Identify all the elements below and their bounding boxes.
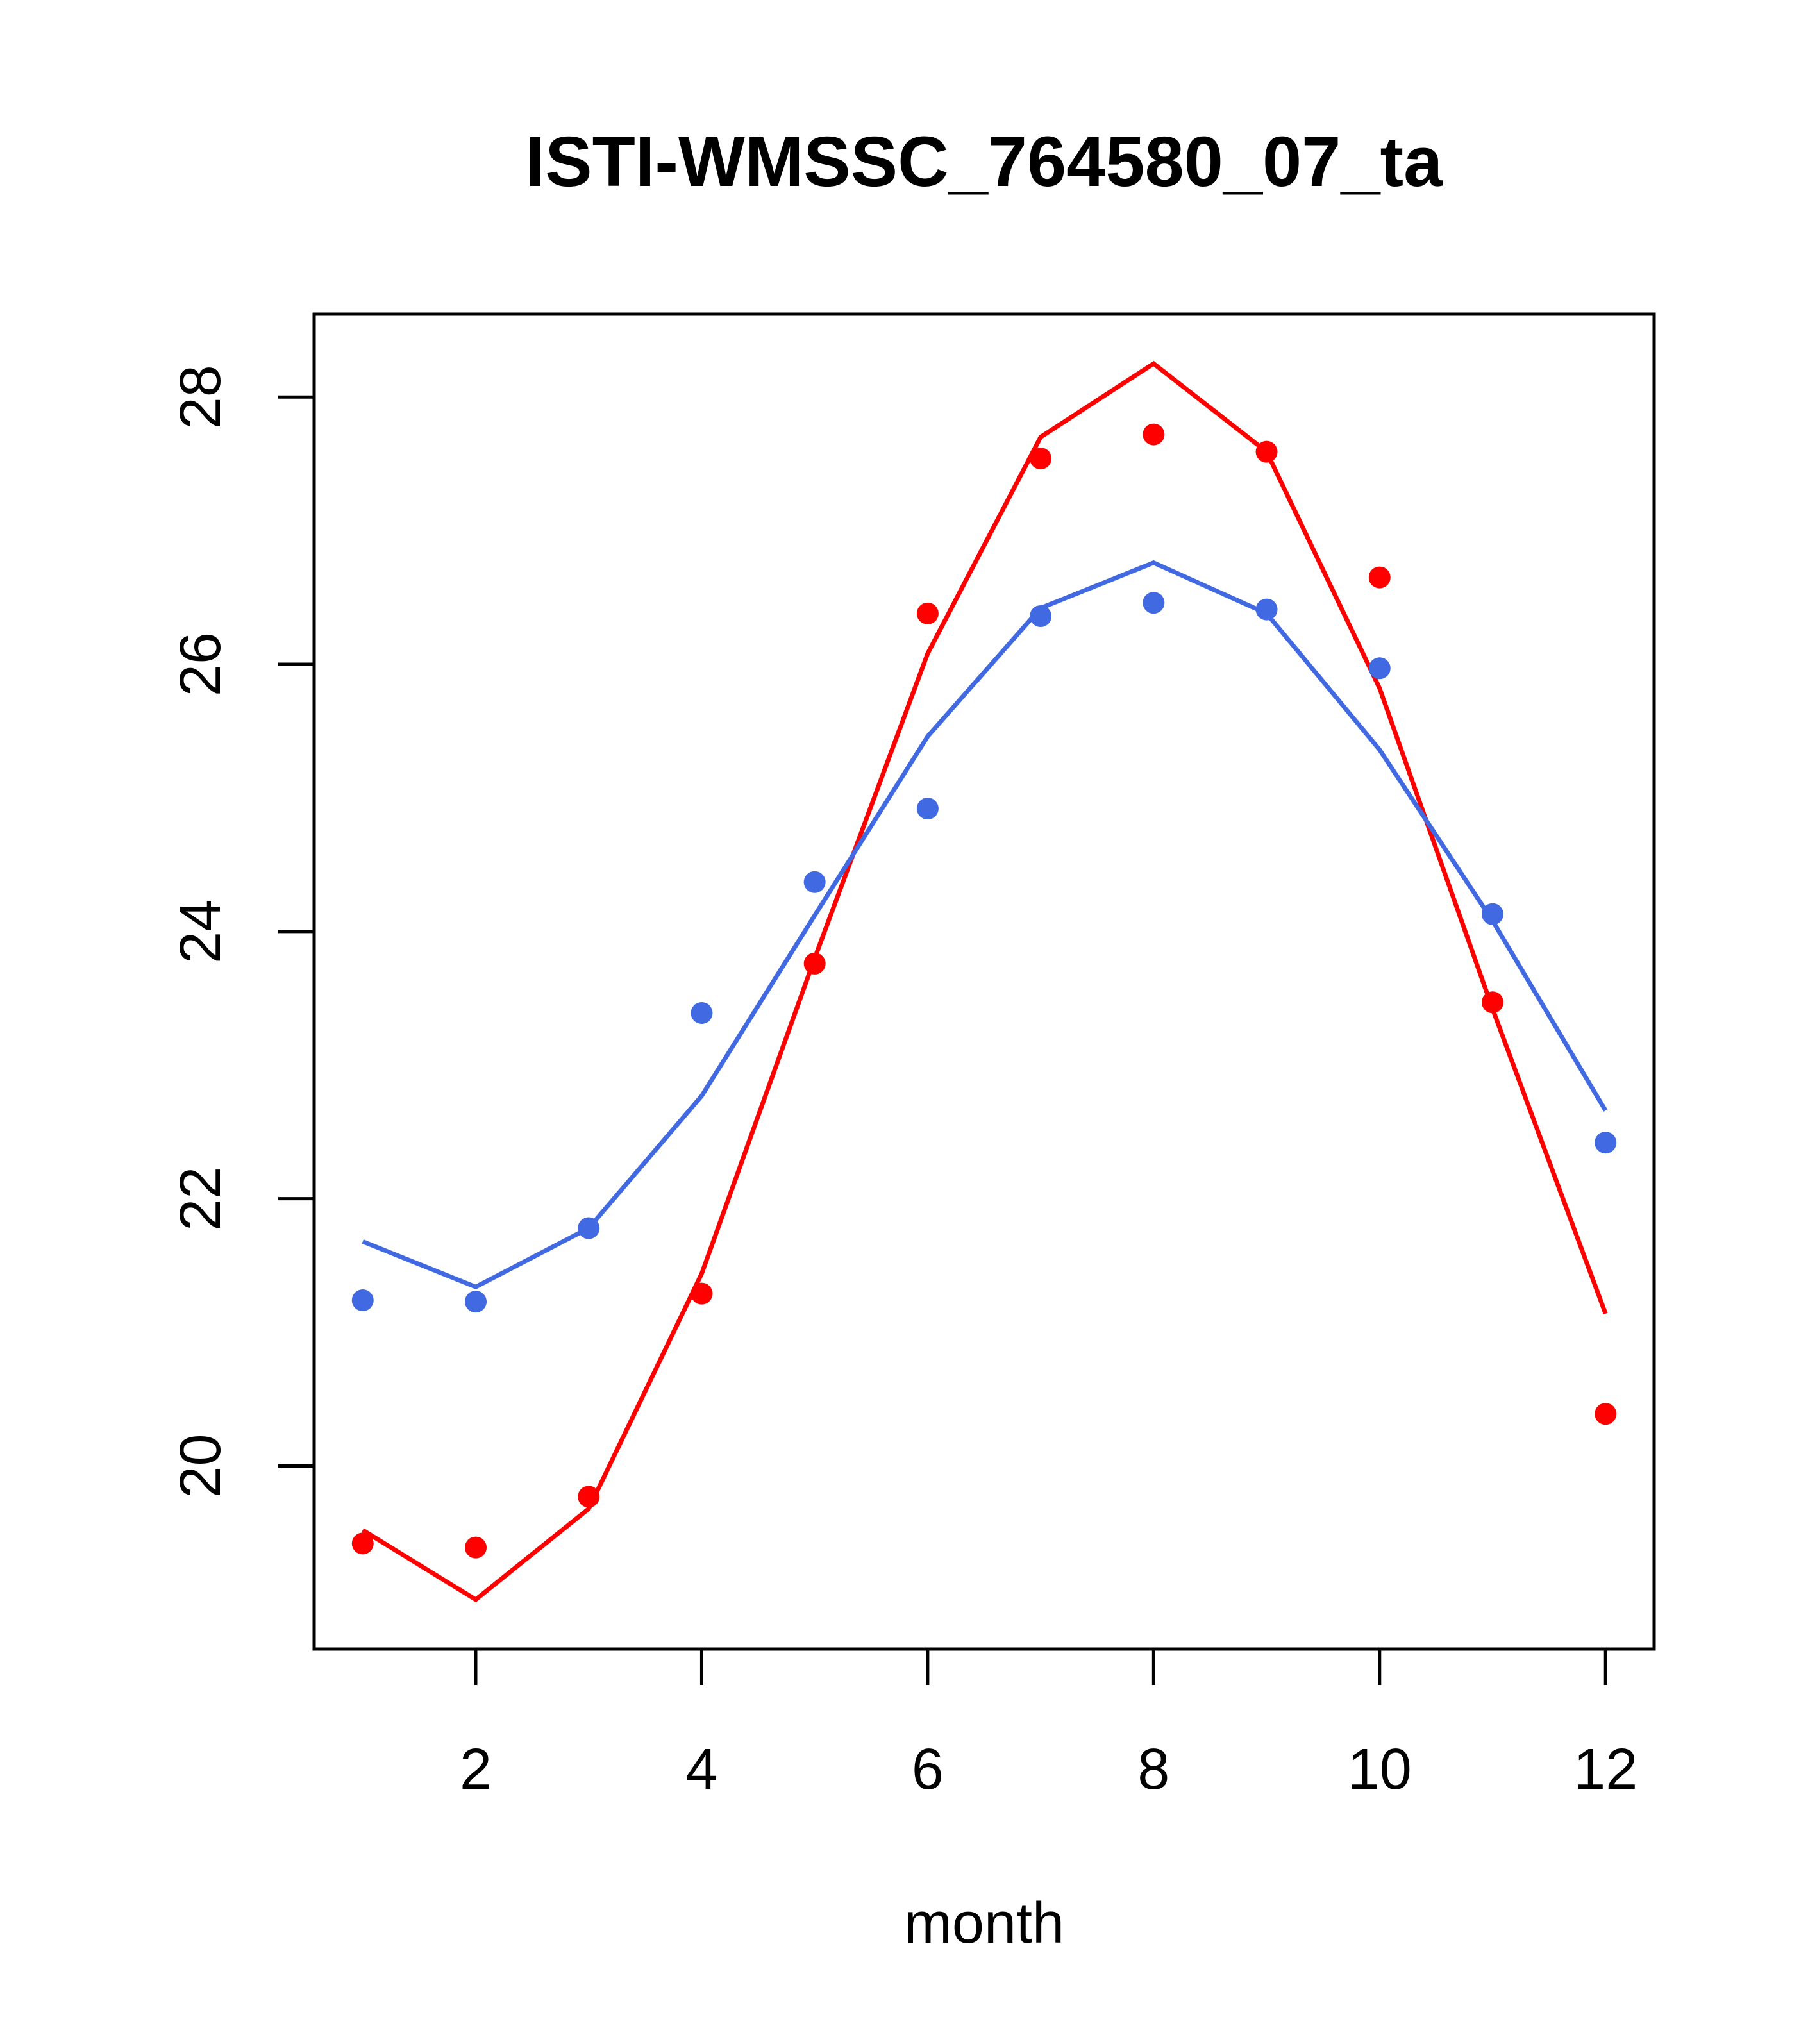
data-point [578,1217,600,1239]
data-point [351,1532,374,1555]
data-point [691,1282,713,1305]
data-point [916,602,939,624]
x-tick-label: 12 [1573,1738,1637,1802]
x-axis: 2 4 6 8 10 12 [460,1647,1637,1802]
data-point [691,1001,713,1024]
data-point [1255,598,1278,621]
data-point [578,1486,600,1508]
data-point [464,1291,487,1313]
data-point [1255,440,1278,463]
data-point [1595,1403,1617,1425]
data-point [803,871,826,893]
y-tick-label: 28 [169,365,233,429]
data-point [1368,566,1391,589]
data-point [464,1536,487,1559]
data-point [803,952,826,975]
data-point [351,1289,374,1312]
data-point [1030,605,1052,628]
series-line [362,560,1608,1290]
x-tick-label: 4 [685,1738,717,1802]
data-point [1595,1132,1617,1154]
x-tick-label: 8 [1137,1738,1169,1802]
data-point [1143,592,1165,614]
y-tick-label: 22 [169,1167,233,1231]
plot-frame [312,312,1656,1651]
x-tick-label: 10 [1348,1738,1412,1802]
y-tick-label: 26 [169,632,233,696]
y-tick-label: 20 [169,1434,233,1498]
chart-title: ISTI-WMSSC_764580_07_ta [526,122,1444,201]
data-point [916,798,939,820]
y-tick-label: 24 [169,900,233,964]
data-point [1030,448,1052,470]
x-tick-label: 6 [912,1738,944,1802]
x-axis-title: month [904,1891,1064,1956]
series-layer [351,360,1617,1603]
data-point [1368,657,1391,680]
x-tick-label: 2 [460,1738,492,1802]
series-line [361,360,1608,1603]
y-axis: 20 22 24 26 28 [169,365,316,1498]
data-point [1482,903,1504,925]
data-point [1482,991,1504,1014]
data-point [1143,423,1165,446]
